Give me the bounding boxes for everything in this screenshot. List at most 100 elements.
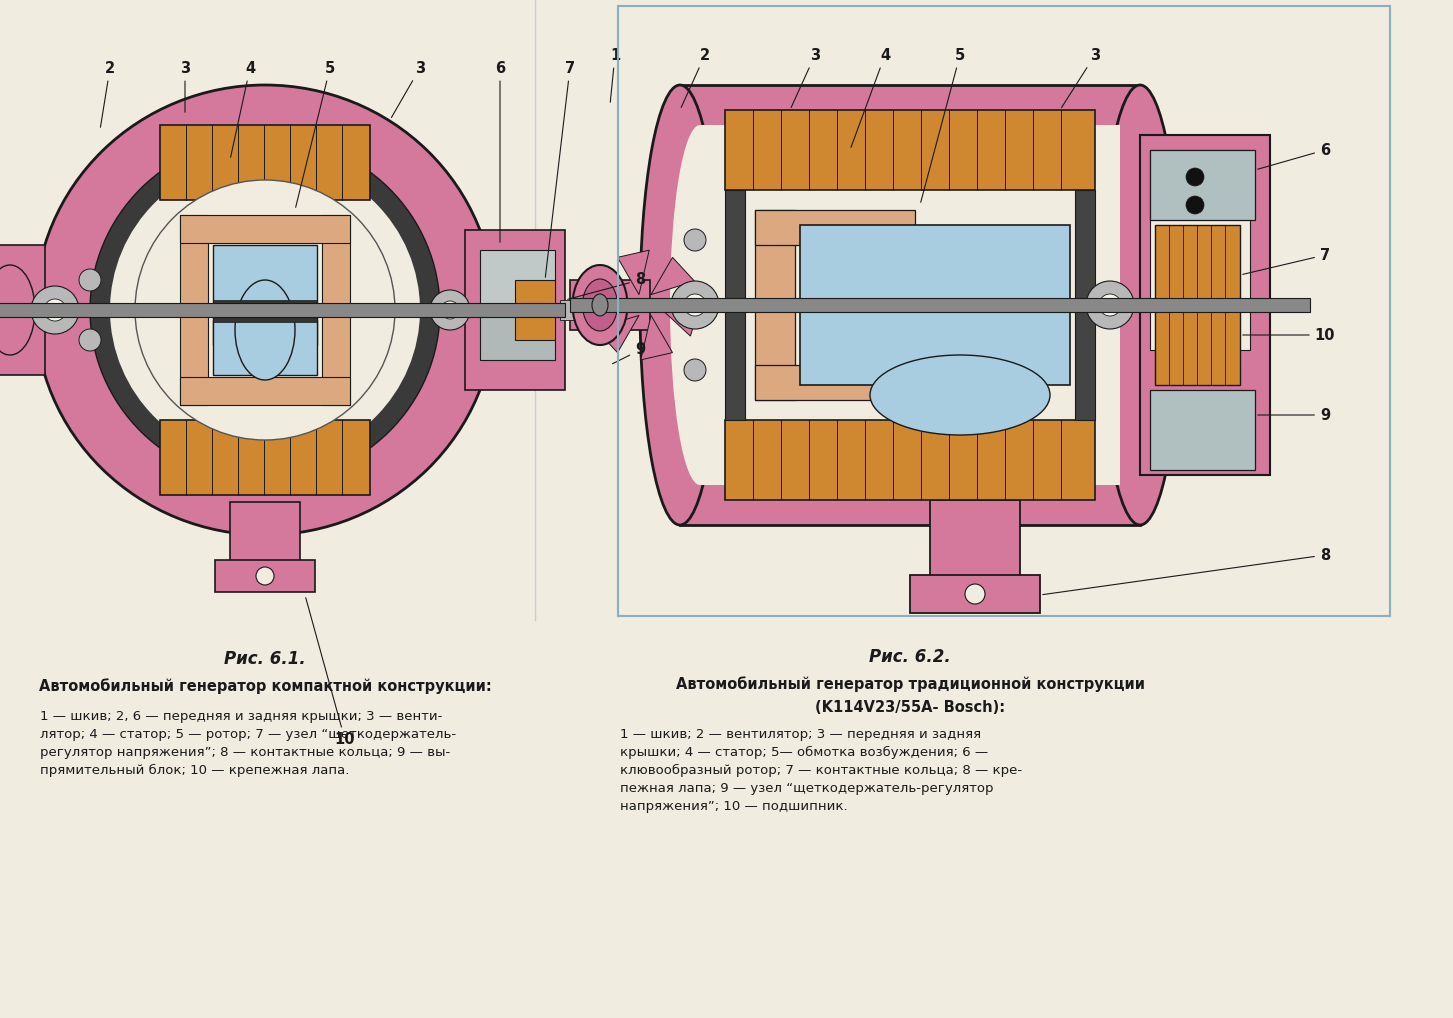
Text: 6: 6 — [1258, 143, 1329, 169]
Text: 5: 5 — [295, 60, 336, 208]
Bar — [215, 560, 315, 592]
Ellipse shape — [442, 301, 459, 319]
Ellipse shape — [1098, 294, 1122, 316]
Ellipse shape — [684, 359, 706, 381]
Ellipse shape — [639, 84, 721, 525]
Text: 3: 3 — [391, 60, 426, 118]
Text: Автомобильный генератор компактной конструкции:: Автомобильный генератор компактной конст… — [39, 678, 491, 693]
Ellipse shape — [1186, 196, 1205, 214]
Bar — [570, 280, 649, 330]
Polygon shape — [618, 250, 649, 294]
Text: 7: 7 — [1242, 247, 1329, 275]
Ellipse shape — [135, 180, 395, 440]
Ellipse shape — [670, 125, 729, 485]
Bar — [514, 280, 555, 340]
Text: 1 — шкив; 2 — вентилятор; 3 — передняя и задняя
крышки; 4 — статор; 5— обмотка в: 1 — шкив; 2 — вентилятор; 3 — передняя и… — [620, 728, 1021, 813]
Bar — [214, 245, 317, 345]
Ellipse shape — [1085, 281, 1133, 329]
Text: Автомобильный генератор традиционной конструкции: Автомобильный генератор традиционной кон… — [676, 676, 1145, 692]
Ellipse shape — [44, 299, 65, 321]
Bar — [0, 0, 535, 1018]
Bar — [1149, 390, 1255, 470]
Bar — [1075, 190, 1096, 420]
Bar — [160, 125, 371, 200]
Bar — [535, 0, 1453, 1018]
Ellipse shape — [1100, 84, 1180, 525]
Ellipse shape — [684, 229, 706, 251]
Text: 9: 9 — [613, 342, 645, 363]
Ellipse shape — [235, 280, 295, 380]
Text: 6: 6 — [495, 60, 506, 242]
Bar — [323, 215, 350, 405]
Bar — [801, 305, 1069, 385]
Text: Рис. 6.2.: Рис. 6.2. — [869, 648, 950, 666]
Bar — [160, 420, 371, 495]
Bar — [479, 250, 555, 305]
Bar — [930, 500, 1020, 585]
Ellipse shape — [671, 281, 719, 329]
Text: 8: 8 — [568, 273, 645, 299]
Bar — [725, 110, 1096, 190]
Bar — [230, 502, 299, 567]
Bar — [910, 575, 1040, 613]
Bar — [570, 298, 1311, 312]
Polygon shape — [590, 274, 634, 305]
Ellipse shape — [430, 290, 469, 330]
Text: 7: 7 — [545, 60, 575, 277]
Ellipse shape — [965, 584, 985, 604]
Text: 2: 2 — [681, 48, 711, 108]
Polygon shape — [657, 305, 700, 336]
Bar — [1149, 150, 1250, 350]
Text: 4: 4 — [851, 48, 891, 148]
Bar — [0, 303, 565, 317]
Bar — [1141, 135, 1270, 475]
Bar — [1155, 225, 1239, 385]
Ellipse shape — [78, 269, 102, 291]
Ellipse shape — [256, 567, 275, 585]
Bar — [725, 190, 745, 420]
Text: 1: 1 — [610, 48, 620, 102]
Bar — [1149, 150, 1255, 220]
Ellipse shape — [1186, 168, 1205, 186]
Bar — [801, 225, 1069, 305]
Text: 9: 9 — [1258, 407, 1329, 422]
Bar — [214, 320, 317, 375]
Bar — [180, 215, 350, 243]
Ellipse shape — [583, 279, 618, 331]
Ellipse shape — [35, 84, 495, 535]
Text: 10: 10 — [305, 598, 355, 747]
Bar — [680, 84, 1141, 525]
Bar — [180, 377, 350, 405]
Ellipse shape — [870, 355, 1051, 435]
Bar — [725, 420, 1096, 500]
Bar — [559, 300, 588, 320]
Bar — [465, 230, 565, 390]
Polygon shape — [596, 316, 639, 352]
Bar — [700, 125, 1120, 485]
Text: 8: 8 — [1043, 548, 1329, 595]
Polygon shape — [641, 316, 673, 359]
Bar — [756, 210, 795, 400]
Text: 3: 3 — [180, 60, 190, 112]
Bar — [756, 365, 915, 400]
Bar — [479, 315, 555, 360]
Bar — [618, 6, 1391, 616]
Polygon shape — [651, 258, 695, 294]
Ellipse shape — [572, 265, 628, 345]
Ellipse shape — [90, 137, 440, 483]
Bar — [801, 300, 1069, 310]
Bar — [214, 300, 317, 322]
Bar — [180, 215, 208, 405]
Bar — [756, 210, 915, 245]
Ellipse shape — [0, 265, 35, 355]
Text: 10: 10 — [1242, 328, 1335, 342]
Ellipse shape — [110, 158, 420, 462]
Text: 1 — шкив; 2, 6 — передняя и задняя крышки; 3 — венти-
лятор; 4 — статор; 5 — рот: 1 — шкив; 2, 6 — передняя и задняя крышк… — [41, 710, 456, 777]
Text: 3: 3 — [1062, 48, 1100, 108]
Bar — [0, 245, 45, 375]
Text: (K114V23/55A- Bosch):: (K114V23/55A- Bosch): — [815, 700, 1005, 715]
Text: 3: 3 — [790, 48, 819, 108]
Text: 4: 4 — [231, 60, 256, 158]
Ellipse shape — [78, 329, 102, 351]
Text: 5: 5 — [921, 48, 965, 203]
